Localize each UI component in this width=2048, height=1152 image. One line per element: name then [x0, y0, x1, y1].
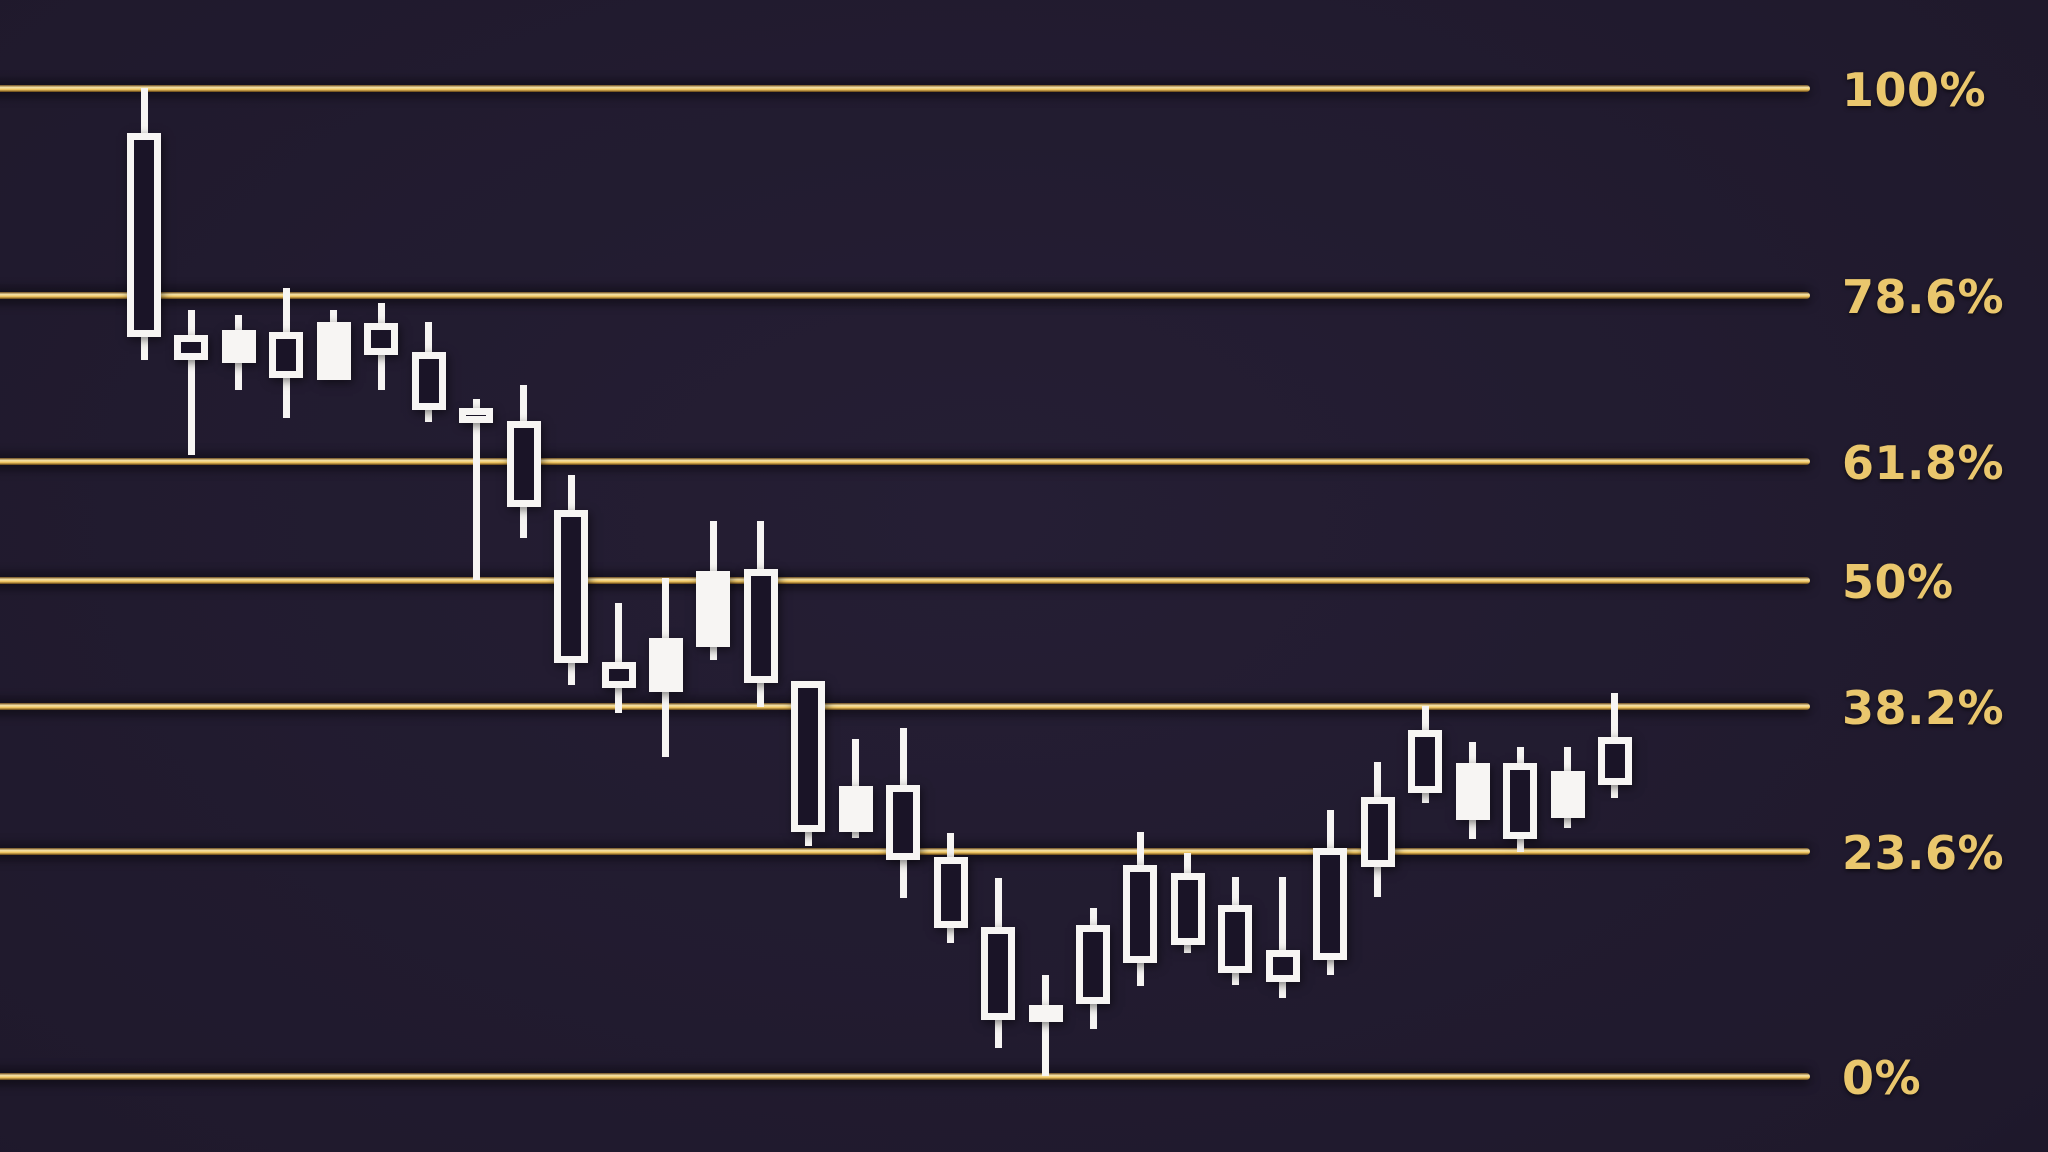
candle-body-hollow: [506, 421, 541, 508]
candle-body-hollow: [411, 352, 446, 410]
fib-level-label-61.8: 61.8%: [1842, 436, 2005, 490]
candle-body-hollow: [364, 322, 399, 356]
candle-body-hollow: [1265, 950, 1300, 982]
candle-body-hollow: [981, 927, 1016, 1020]
candle-body-filled: [1028, 1005, 1063, 1022]
candle-body-filled: [838, 786, 873, 833]
candle-body-filled: [1455, 762, 1490, 821]
candle-body-hollow: [1170, 872, 1205, 946]
fib-level-label-100: 100%: [1842, 63, 1987, 117]
candle-body-hollow: [554, 510, 589, 664]
fib-level-label-0: 0%: [1842, 1051, 1922, 1105]
candle-body-hollow: [127, 133, 161, 338]
candle-body-hollow: [269, 331, 304, 378]
candle-body-filled: [696, 570, 731, 648]
fib-level-label-38.2: 38.2%: [1842, 681, 2005, 735]
candle-wick: [472, 398, 480, 580]
candle-body-hollow: [1597, 736, 1632, 786]
fib-level-label-23.6: 23.6%: [1842, 826, 2005, 880]
candle-wick: [615, 603, 622, 713]
candle-body-hollow: [743, 568, 778, 683]
fib-level-line-61.8: [0, 457, 1810, 465]
candle-body-filled: [648, 637, 683, 693]
candle-body-hollow: [1123, 865, 1158, 963]
candle-body-hollow: [601, 662, 636, 688]
candle-body-hollow: [1503, 762, 1538, 840]
candle-body-hollow: [933, 856, 968, 929]
fib-level-label-78.6: 78.6%: [1842, 270, 2005, 324]
candle-body-hollow: [791, 681, 826, 833]
candle-body-hollow: [1218, 905, 1253, 974]
candle-wick: [187, 309, 195, 456]
fib-level-line-50: [0, 576, 1810, 584]
candle-body-hollow: [1076, 925, 1110, 1004]
candle-wick: [1042, 974, 1050, 1076]
fib-level-line-38.2: [0, 702, 1810, 710]
candle-wick: [1279, 876, 1287, 998]
candle-body-filled: [316, 321, 351, 380]
fib-level-line-78.6: [0, 291, 1810, 299]
candle-body-hollow: [174, 334, 209, 361]
fib-level-label-50: 50%: [1842, 555, 1954, 609]
candle-body-filled: [1550, 770, 1585, 819]
candle-body-hollow: [886, 785, 921, 860]
candle-body-hollow: [1360, 797, 1395, 868]
candle-body-hollow: [1313, 848, 1348, 960]
fib-level-line-0: [0, 1072, 1810, 1080]
candle-body-hollow: [459, 407, 494, 424]
candle-body-hollow: [1408, 729, 1443, 794]
fib-level-line-100: [0, 84, 1810, 92]
candle-body-filled: [221, 329, 256, 364]
